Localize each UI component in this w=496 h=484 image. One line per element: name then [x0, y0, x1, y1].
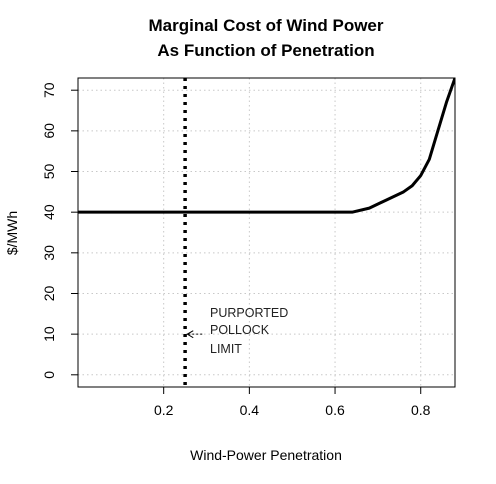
y-tick-label-5: 50: [41, 164, 57, 180]
y-tick-label-4: 40: [41, 204, 57, 220]
y-tick-label-7: 70: [41, 82, 57, 98]
y-axis-label: $/MWh: [4, 211, 20, 255]
chart-title-line-1: Marginal Cost of Wind Power: [148, 16, 383, 35]
x-tick-label-1: 0.4: [240, 402, 260, 418]
x-axis: 0.2 0.4 0.6 0.8: [154, 387, 431, 418]
x-tick-label-3: 0.8: [411, 402, 431, 418]
x-axis-label: Wind-Power Penetration: [190, 447, 342, 463]
y-tick-label-0: 0: [41, 371, 57, 379]
y-axis: 0 10 20 30 40 50 60 70: [41, 82, 78, 379]
x-tick-label-0: 0.2: [154, 402, 174, 418]
y-tick-label-2: 20: [41, 285, 57, 301]
grid: [78, 78, 455, 387]
y-tick-label-3: 30: [41, 245, 57, 261]
annotation-line-3: LIMIT: [210, 342, 242, 356]
y-tick-label-1: 10: [41, 326, 57, 342]
annotation-line-2: POLLOCK: [210, 323, 270, 337]
y-tick-label-6: 60: [41, 123, 57, 139]
chart-title-line-2: As Function of Penetration: [157, 41, 374, 60]
plot-area: [78, 78, 455, 387]
annotation: PURPORTED POLLOCK LIMIT: [186, 306, 288, 356]
x-tick-label-2: 0.6: [325, 402, 345, 418]
annotation-line-1: PURPORTED: [210, 306, 288, 320]
series-line-0: [78, 78, 455, 214]
annotation-arrow-head: [186, 330, 194, 339]
plot-frame: [77, 77, 456, 388]
